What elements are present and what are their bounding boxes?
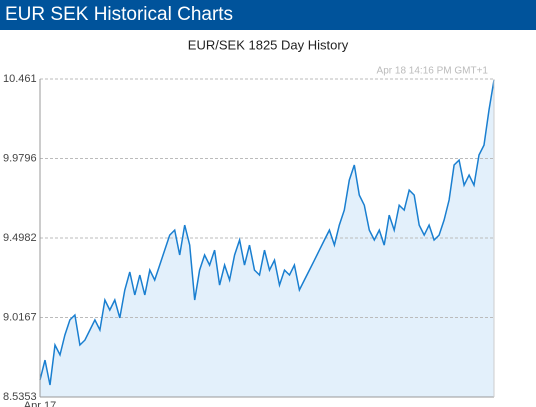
chart: EUR/SEK 1825 Day History Apr 18 14:16 PM… [3,37,495,407]
header-bar: EUR SEK Historical Charts [0,0,536,30]
price-line [39,79,495,386]
y-tick-label: 9.0167 [3,311,37,323]
header-title: EUR SEK Historical Charts [5,4,234,25]
area [40,80,494,397]
y-tick-label: 8.5353 [3,391,37,403]
y-tick-label: 10.461 [3,73,37,85]
x-tick-label: Apr 17 [24,400,56,407]
y-tick-label: 9.4982 [3,232,37,244]
timestamp: Apr 18 14:16 PM GMT+1 [377,66,489,77]
chart-title: EUR/SEK 1825 Day History [188,37,349,52]
y-tick-label: 9.9796 [3,152,37,164]
